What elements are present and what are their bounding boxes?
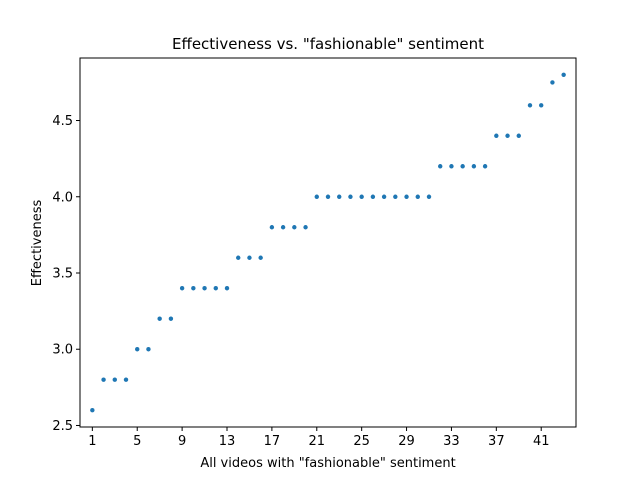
- data-point: [269, 225, 275, 230]
- x-tick-label: 13: [219, 434, 236, 449]
- data-point: [157, 316, 162, 321]
- x-tick-label: 21: [309, 434, 326, 449]
- data-point: [550, 80, 555, 85]
- data-point: [482, 164, 488, 169]
- data-point: [393, 194, 398, 199]
- data-point: [236, 255, 241, 260]
- x-tick-label: 37: [488, 434, 505, 449]
- data-point: [292, 225, 297, 230]
- data-point: [505, 133, 510, 138]
- data-point: [516, 133, 521, 138]
- data-point: [359, 194, 364, 199]
- data-point: [438, 164, 443, 169]
- data-point: [460, 164, 465, 169]
- data-point: [471, 164, 477, 169]
- data-point: [314, 194, 319, 199]
- x-tick-label: 17: [264, 434, 281, 449]
- x-tick-label: 1: [88, 434, 96, 449]
- data-points: [90, 72, 566, 413]
- data-point: [258, 255, 263, 260]
- data-point: [135, 347, 140, 352]
- data-point: [280, 225, 286, 230]
- data-point: [381, 194, 387, 199]
- data-point: [101, 377, 106, 382]
- data-point: [90, 408, 95, 413]
- data-point: [494, 133, 499, 138]
- data-point: [415, 194, 420, 199]
- data-point: [213, 286, 218, 291]
- data-point: [527, 103, 533, 108]
- data-point: [404, 194, 409, 199]
- data-point: [168, 316, 174, 321]
- y-tick-label: 4.0: [52, 190, 73, 205]
- x-tick-label: 5: [133, 434, 141, 449]
- plot-frame: [79, 57, 577, 428]
- data-point: [561, 72, 566, 77]
- x-axis-label: All videos with "fashionable" sentiment: [200, 456, 455, 471]
- data-point: [539, 103, 544, 108]
- data-point: [247, 255, 252, 260]
- data-point: [426, 194, 432, 199]
- data-point: [303, 225, 308, 230]
- y-tick-label: 4.5: [52, 114, 73, 129]
- data-point: [179, 286, 185, 291]
- chart-title: Effectiveness vs. "fashionable" sentimen…: [172, 35, 484, 53]
- y-tick-label: 3.5: [52, 266, 73, 281]
- data-point: [123, 377, 129, 382]
- data-point: [370, 194, 376, 199]
- x-tick-label: 9: [178, 434, 186, 449]
- y-tick-label: 3.0: [52, 343, 73, 358]
- x-tick-label: 29: [398, 434, 415, 449]
- data-point: [224, 286, 230, 291]
- data-point: [146, 347, 151, 352]
- data-point: [348, 194, 353, 199]
- data-point: [191, 286, 196, 291]
- y-axis-ticks: 2.5 3.0 3.5 4.0 4.5: [52, 114, 80, 434]
- x-tick-label: 33: [443, 434, 460, 449]
- data-point: [112, 377, 117, 382]
- y-axis-label: Effectiveness: [30, 200, 45, 287]
- data-point: [449, 164, 454, 169]
- x-axis-ticks: 1 5 9 13 17 21 25 29 33 37 41: [88, 427, 549, 449]
- data-point: [325, 194, 331, 199]
- x-tick-label: 25: [353, 434, 370, 449]
- data-point: [337, 194, 342, 199]
- x-tick-label: 41: [533, 434, 550, 449]
- y-tick-label: 2.5: [52, 419, 73, 434]
- data-point: [202, 286, 207, 291]
